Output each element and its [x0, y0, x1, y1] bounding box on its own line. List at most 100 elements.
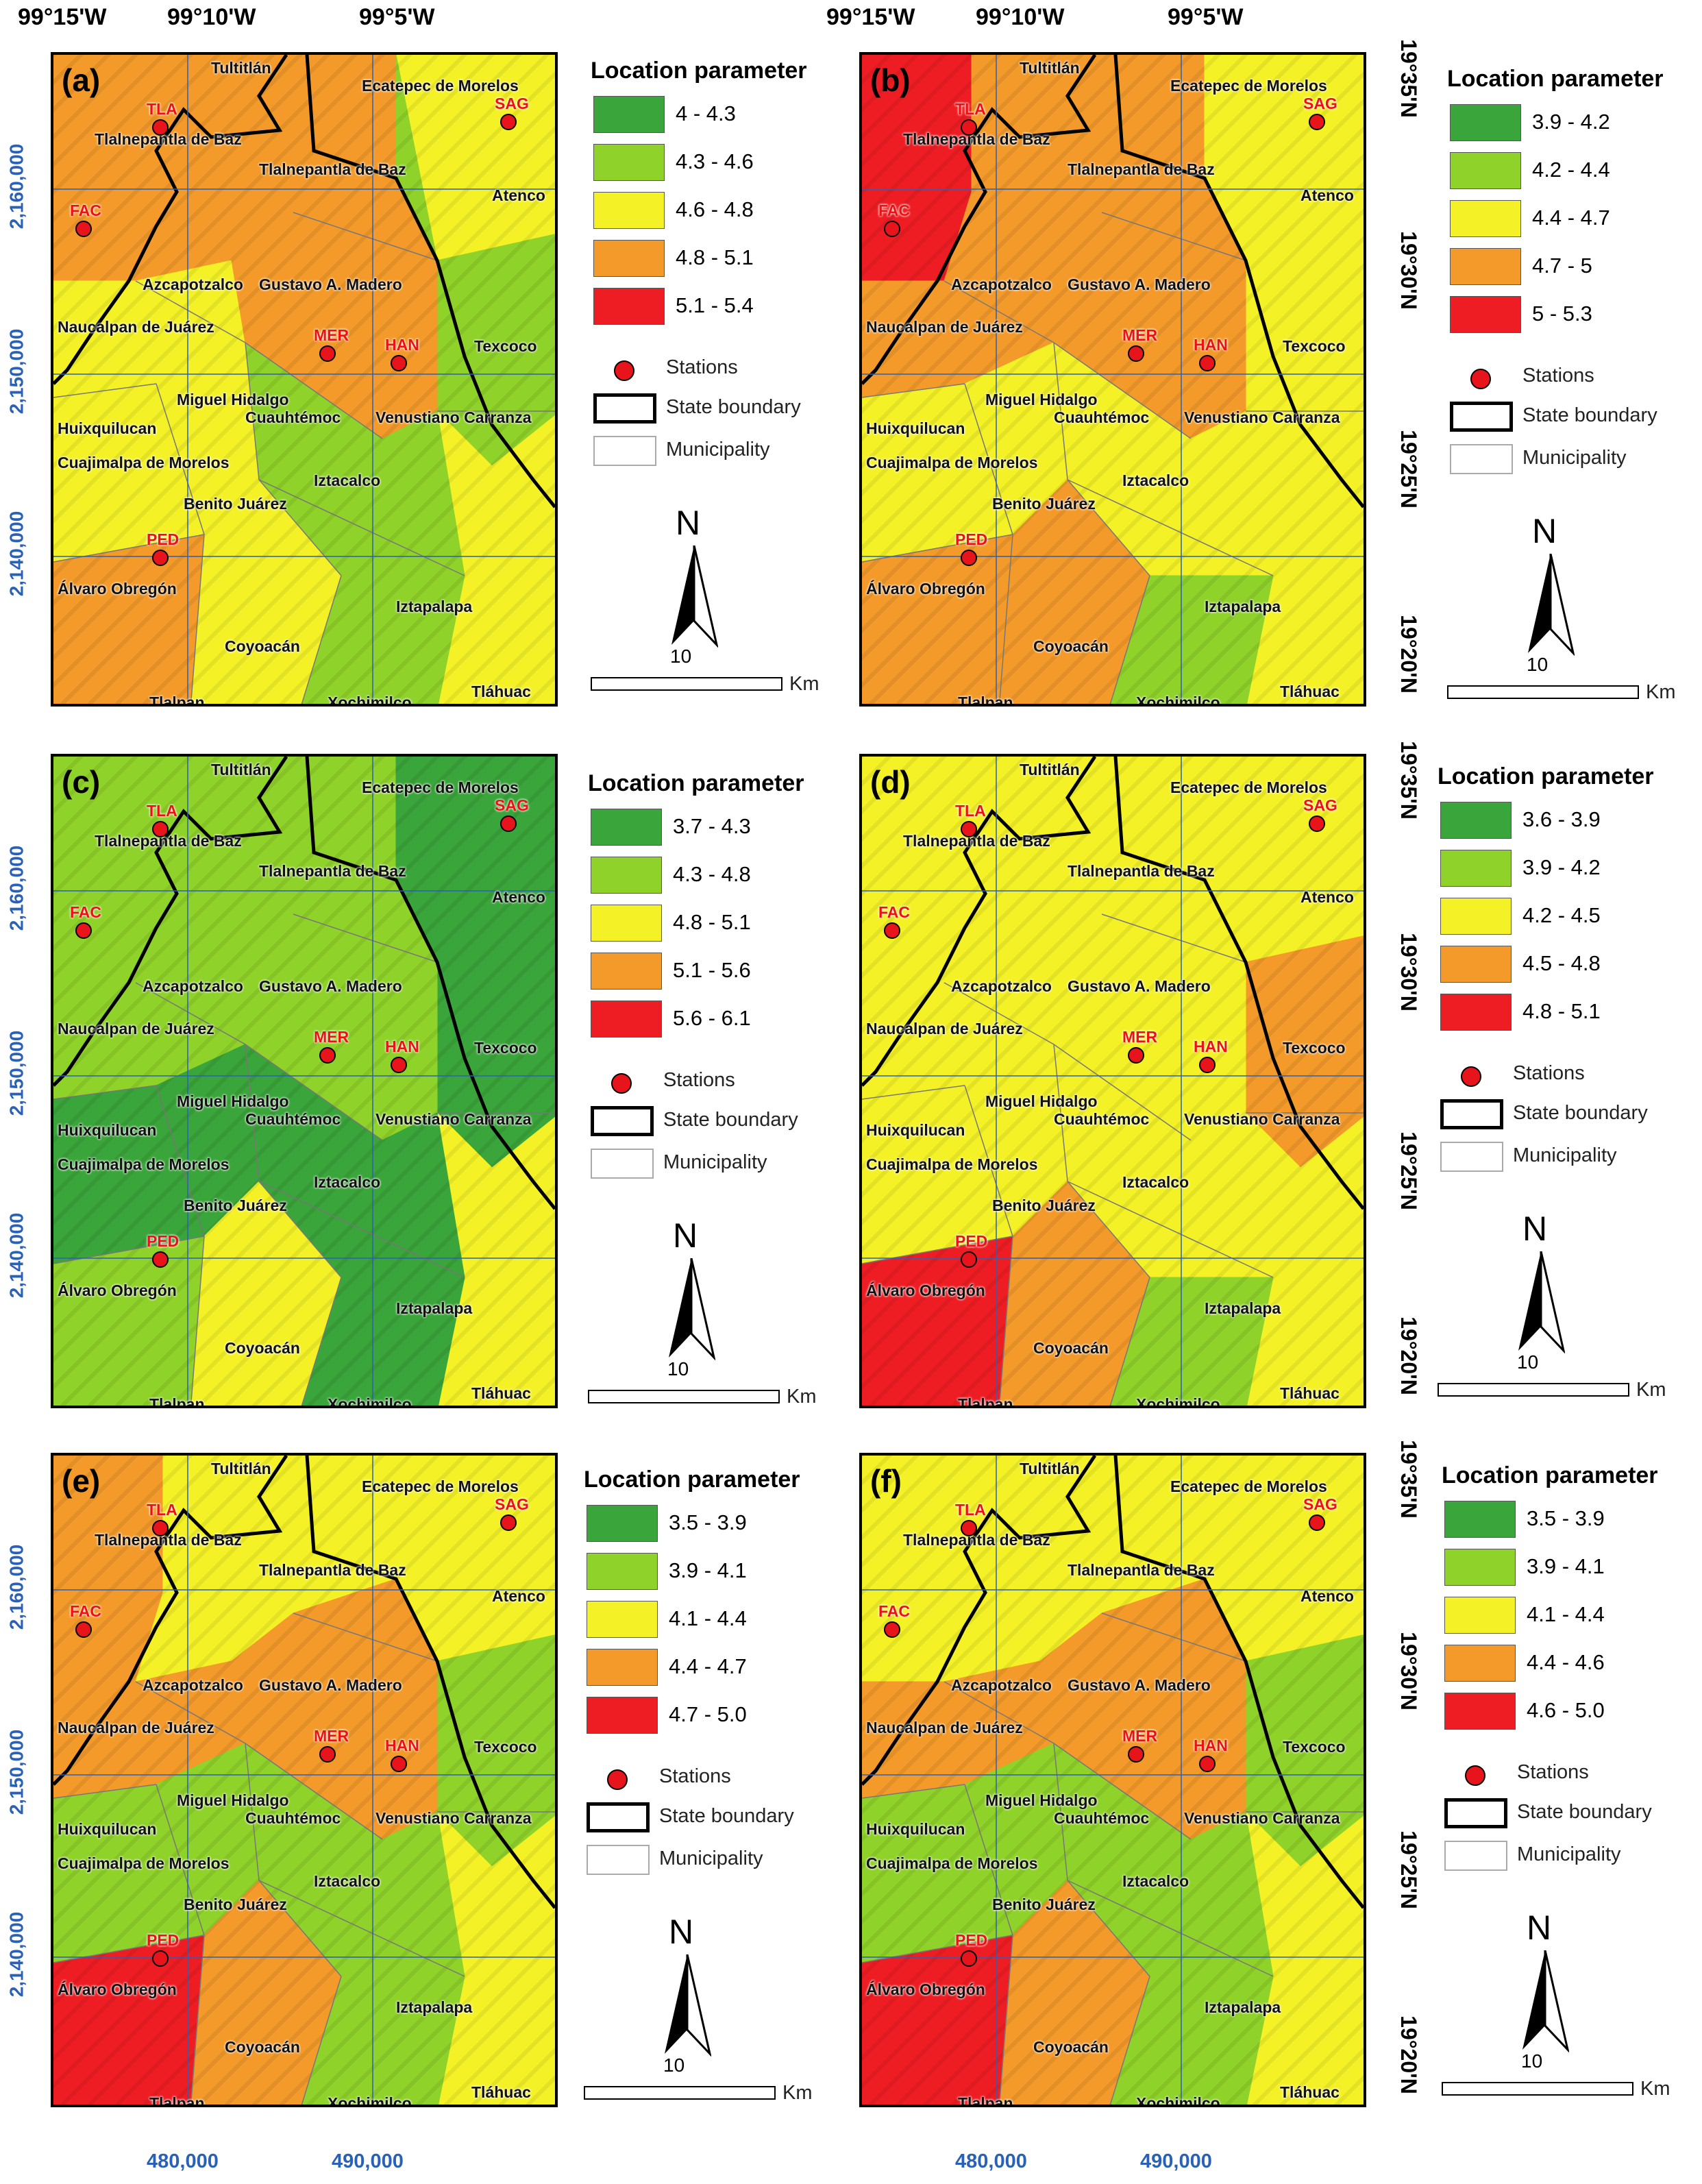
municipality-label: Tultitlán	[1020, 761, 1080, 778]
legend-station-symbol	[1470, 369, 1491, 389]
municipality-boundary	[293, 1612, 438, 1662]
legend-municipality-symbol	[1450, 444, 1513, 474]
easting-label: 480,000	[955, 2150, 1027, 2172]
station-label: SAG	[1303, 796, 1337, 814]
legend-class-label: 4.4 - 4.7	[669, 1654, 747, 1678]
municipality-boundary	[293, 913, 438, 963]
legend-state-symbol	[587, 1802, 650, 1832]
municipality-label: Tlalnepantla de Baz	[95, 130, 242, 148]
municipality-label: Huixquilucan	[866, 1121, 965, 1139]
hillshade-overlay	[53, 1456, 555, 2105]
municipality-label: Azcapotzalco	[951, 977, 1052, 995]
station-marker	[152, 821, 169, 837]
municipality-boundary	[1067, 1880, 1274, 1977]
legend-class-label: 4.5 - 4.8	[1522, 951, 1601, 975]
station-marker	[961, 1520, 977, 1536]
map-panel: (c) Tultitlán Ecatepec de Morelos Tlalnepan…	[51, 754, 558, 1408]
legend-swatch	[1444, 1597, 1516, 1634]
legend-swatch	[1444, 1693, 1516, 1730]
municipality-label: Huixquilucan	[58, 1121, 157, 1139]
municipality-boundary	[293, 212, 438, 261]
legend-class-label: 5.1 - 5.6	[673, 958, 751, 982]
municipality-label: Tlalnepantla de Baz	[259, 862, 406, 880]
map-canvas	[862, 757, 1364, 1406]
legend-municipality-label: Municipality	[1513, 1144, 1617, 1166]
station-marker	[319, 1746, 336, 1763]
station-label: HAN	[1194, 1038, 1228, 1055]
north-arrow-left	[1522, 1950, 1545, 2050]
hillshade-overlay	[53, 55, 555, 704]
station-label: SAG	[495, 1495, 529, 1513]
legend-class-label: 4.2 - 4.4	[1532, 158, 1610, 182]
legend-swatch	[593, 192, 665, 229]
station-label: TLA	[147, 1501, 177, 1519]
municipality-label: Benito Juárez	[184, 495, 287, 513]
municipality-label: Tlalnepantla de Baz	[95, 1531, 242, 1549]
municipality-boundary	[258, 1880, 465, 1977]
station-label: HAN	[1194, 336, 1228, 354]
north-arrow-right	[686, 1954, 711, 2057]
legend-swatch	[1450, 200, 1521, 237]
longitude-label: 99°10'W	[167, 4, 256, 30]
municipality-label: Cuajimalpa de Morelos	[58, 1155, 230, 1173]
municipality-label: Tultitlán	[1020, 1460, 1080, 1477]
legend-class-label: 4.8 - 5.1	[673, 910, 751, 934]
station-label: HAN	[1194, 1737, 1228, 1754]
municipality-label: Cuauhtémoc	[245, 408, 341, 426]
state-boundary	[1113, 1456, 1364, 1909]
municipality-label: Tláhuac	[1280, 683, 1340, 700]
legend-swatch	[1440, 898, 1512, 935]
north-arrow-left	[1518, 1251, 1541, 1351]
north-arrow-left	[669, 1258, 691, 1358]
latitude-label: 19°20'N	[1396, 2015, 1421, 2094]
legend-title: Location parameter	[584, 1467, 800, 1493]
legend-class-label: 5 - 5.3	[1532, 302, 1592, 326]
north-arrow-label: N	[676, 504, 701, 542]
municipality-label: Cuauhtémoc	[1054, 1809, 1150, 1827]
municipality-label: Tlalnepantla de Baz	[259, 160, 406, 178]
municipality-label: Tláhuac	[471, 1384, 531, 1402]
municipality-label: Venustiano Carranza	[375, 408, 532, 426]
station-label: SAG	[495, 95, 529, 112]
legend: Location parameter 3.9 - 4.2 4.2 - 4.4 4.4 …	[1447, 66, 1702, 724]
legend-title: Location parameter	[1442, 1462, 1658, 1488]
legend-class-label: 4.4 - 4.6	[1527, 1650, 1605, 1674]
municipality-label: Tultitlán	[1020, 59, 1080, 77]
latitude-label: 19°30'N	[1396, 933, 1421, 1011]
municipality-boundary	[1109, 1277, 1150, 1406]
municipality-label: Benito Juárez	[184, 1895, 287, 1913]
legend: Location parameter 3.5 - 3.9 3.9 - 4.1 4.1 …	[1442, 1462, 1702, 2120]
longitude-label: 99°5'W	[359, 4, 435, 30]
municipality-boundary	[1067, 479, 1274, 576]
station-label: MER	[1122, 1727, 1158, 1745]
municipality-boundary	[301, 1976, 342, 2105]
municipality-label: Iztapalapa	[1205, 1998, 1281, 2016]
station-label: MER	[1122, 326, 1158, 344]
municipality-boundary	[862, 1935, 1013, 1963]
legend-class-label: 3.9 - 4.1	[1527, 1554, 1605, 1578]
longitude-label: 99°5'W	[1168, 4, 1244, 30]
legend-class-label: 5.6 - 6.1	[673, 1006, 751, 1030]
legend-class-label: 3.6 - 3.9	[1522, 807, 1601, 831]
station-label: FAC	[70, 1602, 101, 1620]
municipality-label: Gustavo A. Madero	[259, 1676, 402, 1694]
station-label: PED	[147, 1232, 180, 1250]
municipality-label: Tlalnepantla de Baz	[1068, 862, 1215, 880]
municipality-label: Coyoacán	[225, 1339, 300, 1357]
municipality-boundary	[258, 479, 465, 576]
northing-label: 2,140,000	[5, 511, 27, 597]
station-label: MER	[314, 1028, 349, 1046]
municipality-label: Miguel Hidalgo	[177, 1791, 289, 1809]
scale-bar	[588, 1390, 780, 1403]
state-boundary	[53, 1456, 288, 1786]
latitude-label: 19°30'N	[1396, 1632, 1421, 1710]
station-marker	[1199, 1756, 1216, 1772]
municipality-boundary	[53, 534, 205, 563]
municipality-boundary	[301, 575, 342, 704]
map-canvas	[862, 55, 1364, 704]
map-panel: (d) Tultitlán Ecatepec de Morelos Tlalnepan…	[859, 754, 1366, 1408]
legend-class-label: 3.9 - 4.2	[1522, 855, 1601, 879]
legend-swatch	[587, 1601, 658, 1638]
municipality-label: Álvaro Obregón	[866, 1281, 985, 1299]
north-arrow-icon	[671, 545, 718, 648]
